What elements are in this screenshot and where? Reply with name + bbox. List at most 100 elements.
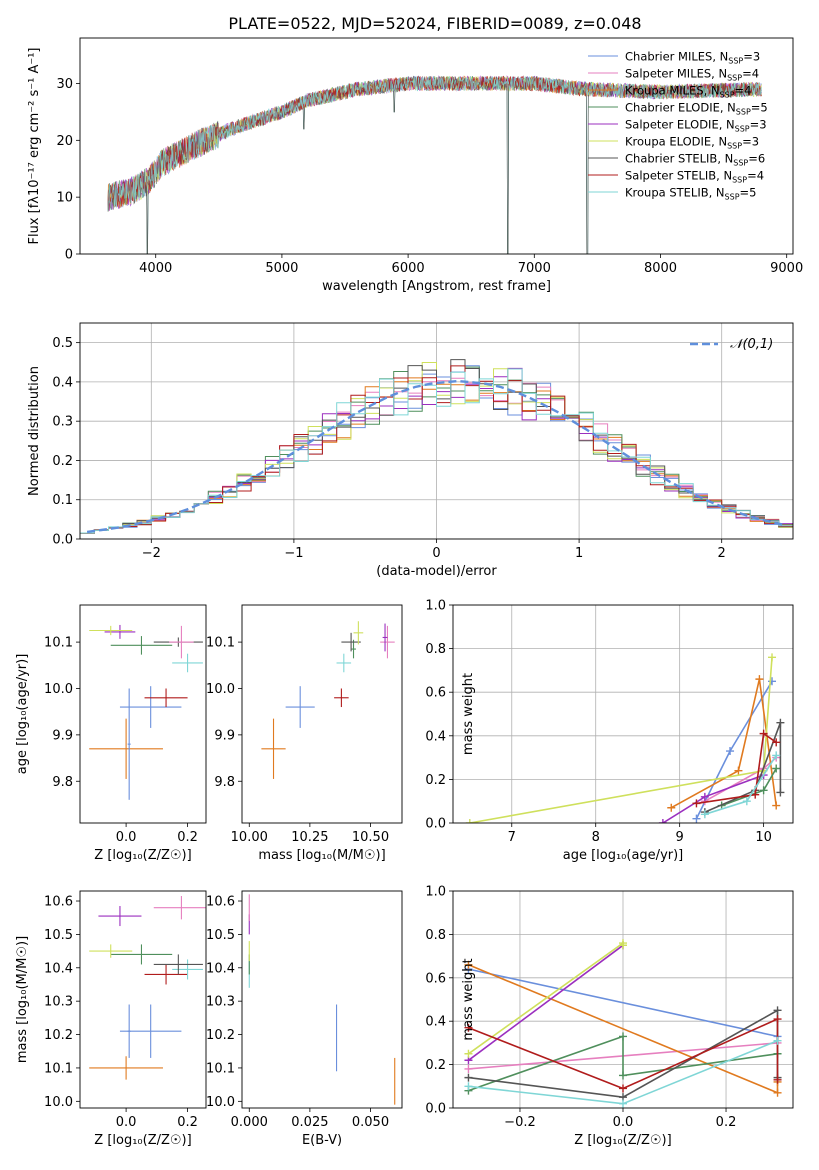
series-marker-7-1: [619, 1084, 627, 1093]
legend-entry-1: Salpeter MILES, NSSP=4: [625, 67, 759, 83]
legend-eq: =6: [748, 152, 765, 166]
y-tick-label: 20: [56, 134, 73, 149]
series-marker-5-2: [619, 941, 627, 950]
x-tick-label: 6000: [392, 261, 425, 276]
legend-sub: SSP: [727, 74, 742, 83]
series-marker-5-0: [465, 819, 474, 823]
series-marker-4-1: [700, 792, 709, 801]
series-marker-2-1: [734, 766, 743, 775]
series-marker-7-3: [773, 1075, 782, 1084]
legend-entry-normal: 𝒩(0,1): [730, 337, 773, 352]
legend-eq: =3: [743, 50, 760, 64]
y-tick-label: 0.2: [425, 1058, 446, 1073]
y-axis-label: mass weight: [461, 958, 476, 1040]
residual-histogram-panel: −2 −1 0 1 2 0.0 0.1 0.2 0.3 0.4 0.5 (data-model)/er…: [27, 322, 794, 579]
legend-eq: =3: [742, 135, 759, 149]
x-tick-label: −2: [142, 546, 161, 561]
y-tick-label: 0.8: [425, 642, 446, 657]
y-tick-label: 0.4: [425, 1015, 446, 1030]
legend-eq: =5: [751, 101, 768, 115]
plot-area: [107, 75, 762, 254]
y-tick-label: 10.6: [206, 895, 235, 910]
y-tick-label: 0.0: [425, 817, 446, 832]
x-tick-label: 4000: [139, 261, 172, 276]
plot-area: [453, 605, 793, 823]
y-tick-label: 10.4: [44, 961, 73, 976]
y-tick-label: 0.2: [52, 454, 73, 469]
legend-sub: SSP: [725, 193, 740, 202]
x-tick-label: 0: [432, 546, 440, 561]
y-axis-label: mass [log₁₀(M/M☉)]: [15, 936, 30, 1063]
legend-sub: SSP: [736, 108, 751, 117]
series-line-3: [468, 1035, 778, 1092]
axes-frame: [79, 322, 794, 540]
plot-area: [261, 621, 395, 779]
y-tick-label: 0.5: [52, 336, 73, 351]
legend-sub: SSP: [733, 159, 748, 168]
y-tick-label: 0.6: [425, 971, 446, 986]
y-tick-label: 1.0: [425, 599, 446, 614]
series-marker-0-2: [768, 677, 777, 686]
x-tick-label: 2: [718, 546, 726, 561]
series-marker-8-0: [700, 810, 709, 819]
series-line-6: [704, 722, 782, 813]
x-tick-label: 10.25: [291, 830, 328, 845]
x-axis-label: mass [log₁₀(M/M☉)]: [258, 848, 385, 863]
x-tick-label: 9000: [770, 261, 803, 276]
series-marker-6-3: [776, 788, 785, 797]
axes-frame: [241, 890, 403, 1109]
y-tick-label: 0.1: [52, 493, 73, 508]
y-tick-label: 0.2: [425, 773, 446, 788]
series-marker-2-0: [464, 960, 473, 969]
legend-eq: =3: [750, 118, 767, 132]
y-tick-label: 0.6: [425, 686, 446, 701]
x-tick-label: 0.0: [613, 1115, 634, 1130]
y-axis-label: age [log₁₀(age/yr)]: [15, 654, 30, 775]
z-mass-panel: 0.0 0.2 10.0 10.1 10.2 10.3 10.4 10.5 10.6 Z [log…: [15, 890, 207, 1148]
legend-sub: SSP: [735, 125, 750, 134]
x-tick-label: 0.0: [116, 1115, 137, 1130]
legend-sub: SSP: [727, 142, 742, 151]
y-tick-label: 10: [56, 191, 73, 206]
y-tick-label: 10.0: [206, 1095, 235, 1110]
y-tick-label: 9.8: [52, 775, 73, 790]
y-tick-label: 0: [65, 248, 73, 263]
series-marker-4-0: [658, 819, 667, 823]
spectrum-panel: 4000 5000 6000 7000 8000 9000 0 10 20 30 wavelengt…: [27, 37, 803, 294]
x-tick-label: 1: [575, 546, 583, 561]
series-marker-6-0: [464, 1073, 473, 1082]
y-tick-label: 10.0: [44, 682, 73, 697]
series-marker-2-1: [773, 1088, 782, 1097]
series-marker-2-0: [667, 803, 676, 812]
series-marker-5-2: [768, 653, 777, 662]
series-marker-0-0: [692, 814, 701, 823]
x-axis-label: Z [log₁₀(Z/Z☉)]: [94, 1133, 191, 1148]
y-axis-label: Normed distribution: [27, 366, 42, 496]
y-tick-label: 0.4: [425, 729, 446, 744]
spectrum-line-8: [107, 75, 762, 212]
axes-frame: [79, 604, 207, 824]
y-tick-label: 10.1: [44, 1061, 73, 1076]
x-tick-label: 10.50: [352, 830, 389, 845]
series-marker-7-3: [772, 738, 781, 747]
y-tick-label: 10.3: [206, 995, 235, 1010]
y-axis-label: mass weight: [461, 673, 476, 755]
legend-sub: SSP: [728, 57, 743, 66]
z-age-panel: 0.0 0.2 9.8 9.9 10.0 10.1 Z [log₁₀(Z/Z☉)] age […: [15, 604, 207, 863]
y-tick-label: 10.1: [44, 636, 73, 651]
legend-entry-8: Kroupa STELIB, NSSP=5: [625, 186, 756, 202]
y-tick-label: 10.0: [206, 682, 235, 697]
y-tick-label: 10.3: [44, 995, 73, 1010]
y-tick-label: 1.0: [425, 885, 446, 900]
plot-area: [89, 896, 206, 1080]
ebv-mass-panel: 0.000 0.025 0.050 10.0 10.1 10.2 10.3 10.4 10.5 1…: [206, 890, 403, 1148]
series-line-4: [468, 944, 624, 1061]
y-tick-label: 30: [56, 77, 73, 92]
x-tick-label: 10: [755, 830, 772, 845]
series-marker-3-2: [772, 764, 781, 773]
series-marker-7-0: [692, 799, 701, 808]
x-axis-label: Z [log₁₀(Z/Z☉)]: [94, 848, 191, 863]
axes-frame: [241, 604, 403, 824]
axes-frame: [79, 37, 794, 255]
